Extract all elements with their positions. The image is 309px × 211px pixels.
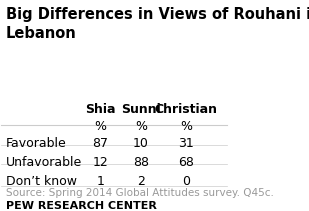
Text: %: % <box>135 120 147 133</box>
Text: Unfavorable: Unfavorable <box>6 156 82 169</box>
Text: 87: 87 <box>92 137 108 150</box>
Text: 0: 0 <box>182 175 190 188</box>
Text: Big Differences in Views of Rouhani in
Lebanon: Big Differences in Views of Rouhani in L… <box>6 7 309 41</box>
Text: %: % <box>95 120 107 133</box>
Text: Favorable: Favorable <box>6 137 67 150</box>
Text: PEW RESEARCH CENTER: PEW RESEARCH CENTER <box>6 201 157 211</box>
Text: 12: 12 <box>93 156 108 169</box>
Text: Shia: Shia <box>85 103 116 116</box>
Text: 2: 2 <box>137 175 145 188</box>
Text: 88: 88 <box>133 156 149 169</box>
Text: Don’t know: Don’t know <box>6 175 77 188</box>
Text: Source: Spring 2014 Global Attitudes survey. Q45c.: Source: Spring 2014 Global Attitudes sur… <box>6 188 274 198</box>
Text: 68: 68 <box>178 156 194 169</box>
Text: Christian: Christian <box>154 103 218 116</box>
Text: Sunni: Sunni <box>121 103 161 116</box>
Text: 31: 31 <box>178 137 194 150</box>
Text: 1: 1 <box>97 175 104 188</box>
Text: %: % <box>180 120 192 133</box>
Text: 10: 10 <box>133 137 149 150</box>
